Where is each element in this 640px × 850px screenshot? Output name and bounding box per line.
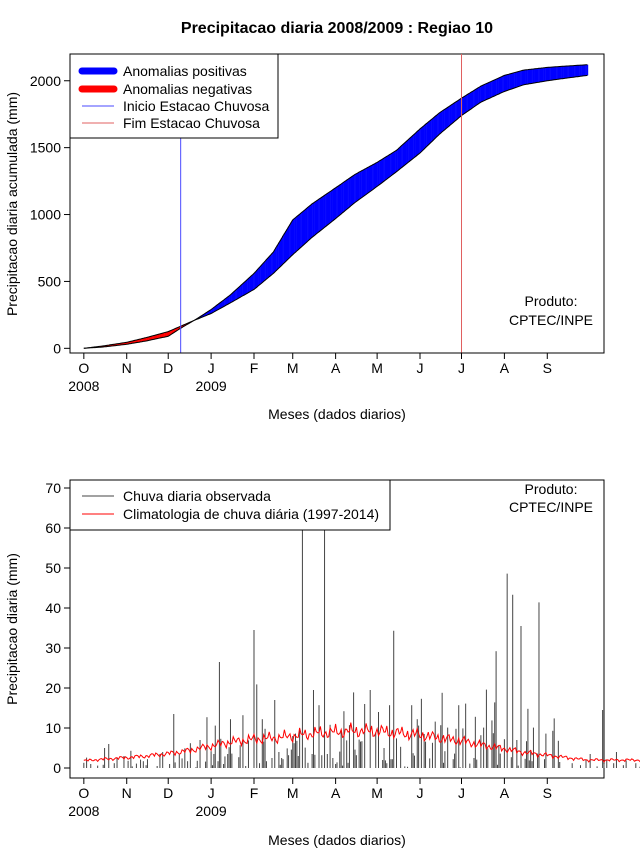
cumulative-chart: 0 500 1000 1500 2000 O N D J F M A M J J A S 2008 2009 Pr… — [4, 53, 605, 422]
x-axis-label: Meses (dados diarios) — [268, 832, 406, 848]
x-tick-label: D — [163, 785, 173, 801]
x-tick-label: N — [122, 360, 132, 376]
climatology-line-path — [83, 722, 640, 763]
legend-label: Anomalias positivas — [123, 63, 247, 79]
x-tick-label: S — [543, 360, 552, 376]
x-tick-label: S — [543, 785, 552, 801]
x-tick-label: J — [417, 360, 424, 376]
x-tick-label: M — [287, 360, 299, 376]
x-tick-label: N — [122, 785, 132, 801]
x-axis: O N D J F M A M J J A S 2008 2009 — [68, 352, 552, 394]
y-axis: 0 500 1000 1500 2000 — [30, 73, 71, 356]
observed-cumulative-line — [83, 64, 588, 349]
legend-label: Chuva diaria observada — [123, 488, 271, 504]
y-tick-label: 500 — [38, 273, 62, 289]
y-tick-label: 0 — [53, 340, 61, 356]
x-tick-label: O — [78, 360, 89, 376]
produto-source: CPTEC/INPE — [509, 499, 593, 515]
x-tick-label: J — [458, 360, 465, 376]
y-tick-label: 30 — [45, 640, 61, 656]
year-label: 2009 — [196, 378, 227, 394]
legend-label: Anomalias negativas — [123, 81, 252, 97]
produto-source: CPTEC/INPE — [509, 312, 593, 328]
y-axis: 0 10 20 30 40 50 60 70 — [45, 480, 71, 776]
x-tick-label: M — [371, 785, 383, 801]
x-tick-label: A — [331, 360, 341, 376]
legend-label: Climatologia de chuva diária (1997-2014) — [123, 506, 379, 522]
x-tick-label: J — [417, 785, 424, 801]
y-axis-label: Precipitacao diaria acumulada (mm) — [4, 92, 20, 316]
produto-label: Produto: — [525, 293, 578, 309]
x-tick-label: J — [208, 360, 215, 376]
climatology-line — [83, 722, 640, 763]
x-tick-label: A — [331, 785, 341, 801]
x-axis-label: Meses (dados diarios) — [268, 406, 406, 422]
daily-chart: 0 10 20 30 40 50 60 70 O N D J F M A M J J A S 2008 2009 Pre… — [4, 479, 640, 848]
x-tick-label: A — [500, 785, 510, 801]
y-tick-label: 1500 — [30, 140, 61, 156]
y-tick-label: 2000 — [30, 73, 61, 89]
year-label: 2009 — [196, 803, 227, 819]
year-label: 2008 — [68, 803, 99, 819]
y-tick-label: 1000 — [30, 207, 61, 223]
legend: Chuva diaria observada Climatologia de c… — [69, 479, 391, 531]
x-tick-label: D — [163, 360, 173, 376]
anomaly-area — [83, 64, 589, 349]
y-tick-label: 40 — [45, 600, 61, 616]
y-tick-label: 20 — [45, 680, 61, 696]
x-tick-label: O — [78, 785, 89, 801]
y-tick-label: 60 — [45, 520, 61, 536]
x-tick-label: A — [500, 360, 510, 376]
produto-label: Produto: — [525, 481, 578, 497]
y-tick-label: 50 — [45, 560, 61, 576]
x-axis: O N D J F M A M J J A S 2008 2009 — [68, 777, 552, 819]
x-tick-label: F — [250, 360, 259, 376]
figure-title: Precipitacao diaria 2008/2009 : Regiao 1… — [181, 20, 493, 37]
x-tick-label: J — [458, 785, 465, 801]
y-tick-label: 70 — [45, 480, 61, 496]
legend: Anomalias positivas Anomalias negativas … — [69, 53, 279, 139]
x-tick-label: M — [371, 360, 383, 376]
y-tick-label: 0 — [53, 760, 61, 776]
legend-box — [69, 479, 391, 531]
y-axis-label: Precipitacao diaria (mm) — [4, 553, 20, 705]
climatology-cumulative-line — [83, 74, 588, 349]
legend-label: Inicio Estacao Chuvosa — [123, 98, 270, 114]
year-label: 2008 — [68, 378, 99, 394]
y-tick-label: 10 — [45, 720, 61, 736]
x-tick-label: M — [287, 785, 299, 801]
x-tick-label: F — [250, 785, 259, 801]
x-tick-label: J — [208, 785, 215, 801]
legend-label: Fim Estacao Chuvosa — [123, 115, 260, 131]
